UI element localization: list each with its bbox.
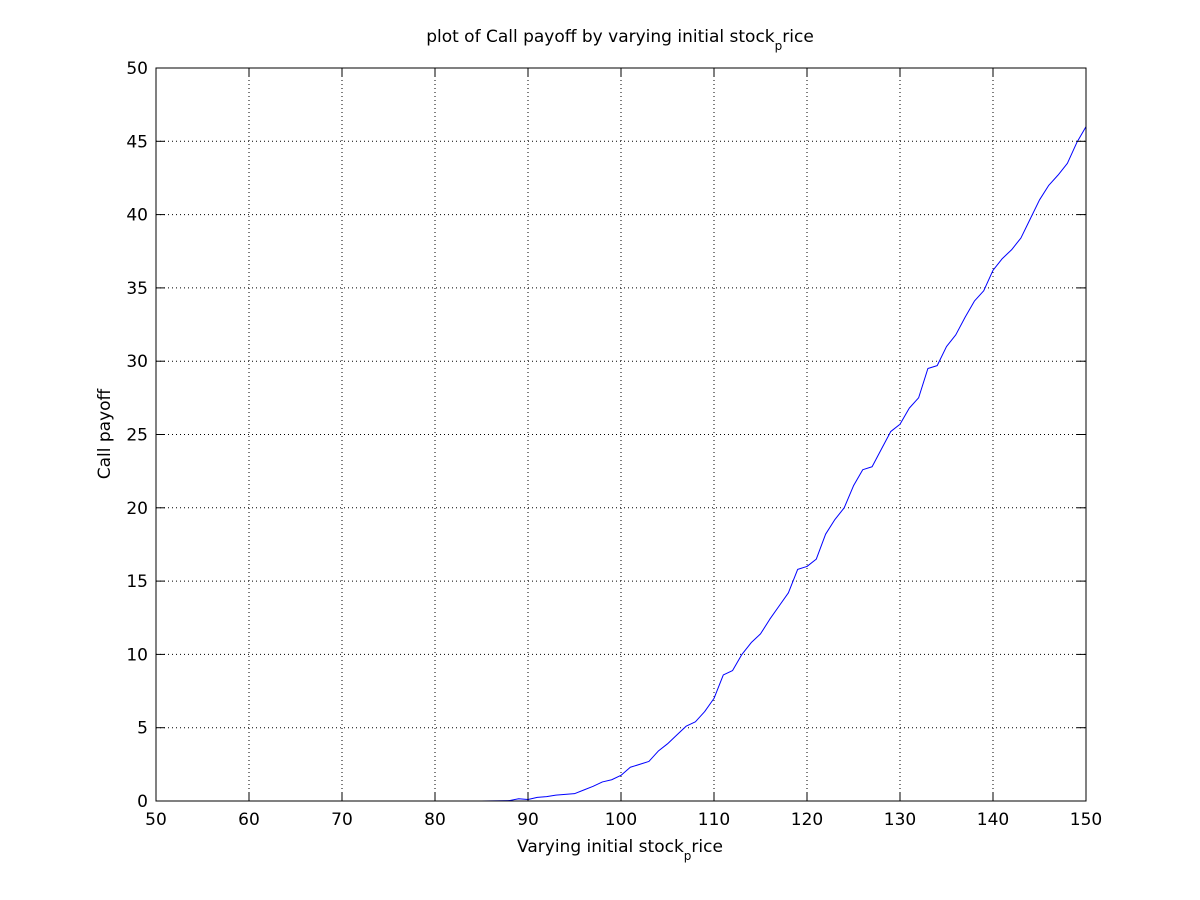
x-tick-label: 90 <box>517 810 539 830</box>
x-tick-label: 70 <box>331 810 353 830</box>
x-tick-label: 50 <box>145 810 167 830</box>
axis-ticks <box>155 67 1087 802</box>
x-axis-label-subscript: p <box>684 849 692 863</box>
x-tick-label: 100 <box>605 810 637 830</box>
x-tick-label: 60 <box>238 810 260 830</box>
x-axis-label: Varying initial stockprice <box>517 837 723 863</box>
plot-data <box>156 126 1087 802</box>
y-axis-label: Call payoff <box>95 387 115 479</box>
x-tick-label: 130 <box>884 810 916 830</box>
y-tick-label: 35 <box>126 279 148 299</box>
y-tick-label: 25 <box>126 426 148 446</box>
y-tick-label: 30 <box>126 352 148 372</box>
x-tick-labels: 50 60 70 80 90 100 110 120 130 140 150 <box>145 810 1102 830</box>
x-tick-label: 120 <box>791 810 823 830</box>
chart-title-subscript: p <box>775 39 783 53</box>
x-tick-label: 110 <box>698 810 730 830</box>
y-tick-label: 15 <box>126 572 148 592</box>
y-tick-label: 0 <box>137 792 148 812</box>
x-tick-label: 150 <box>1070 810 1102 830</box>
y-tick-label: 10 <box>126 645 148 665</box>
series-line <box>156 126 1087 802</box>
x-tick-label: 140 <box>977 810 1009 830</box>
y-tick-label: 45 <box>126 132 148 152</box>
y-tick-label: 40 <box>126 206 148 226</box>
chart-title: plot of Call payoff by varying initial s… <box>426 27 814 53</box>
y-tick-label: 20 <box>126 499 148 519</box>
grid-lines <box>156 68 1086 801</box>
y-tick-label: 50 <box>126 59 148 79</box>
y-tick-labels: 0 5 10 15 20 25 30 35 40 45 50 <box>126 59 148 812</box>
y-tick-label: 5 <box>137 719 148 739</box>
x-tick-label: 80 <box>424 810 446 830</box>
